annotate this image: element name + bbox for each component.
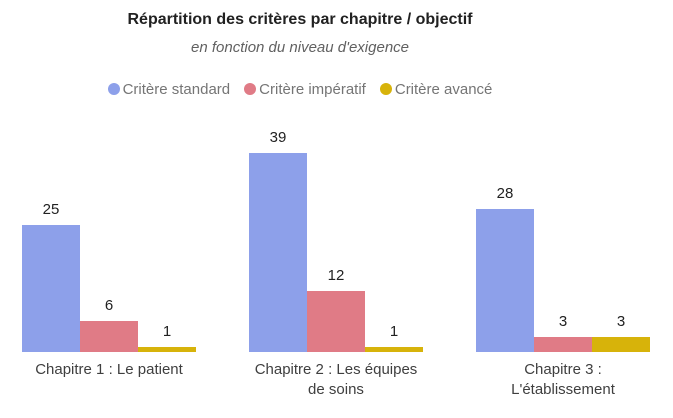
legend-dot-icon	[379, 83, 392, 95]
bar-group: 39 12 1 Chapitre 2 : Les équipes de soins	[249, 96, 423, 398]
bar-value-label: 28	[496, 185, 514, 203]
bars-row: 25 6 1	[22, 96, 196, 352]
plot-area: 25 6 1 Chapitre 1 : Le patient 39 12 1 Chapitre…	[0, 96, 673, 398]
chart-title: Répartition des critères par chapitre / …	[127, 11, 473, 28]
category-label: Chapitre 1 : Le patient	[35, 361, 183, 378]
bars-row: 39 12 1	[249, 96, 423, 352]
legend-dot-icon	[107, 83, 120, 95]
legend-dot-icon	[244, 83, 257, 95]
bar-value-label: 3	[616, 312, 626, 330]
bar	[365, 346, 423, 352]
legend-item: Critère impératif	[244, 81, 366, 98]
bar	[249, 153, 307, 352]
legend-label: Critère standard	[122, 80, 231, 98]
bar-cell: 25	[22, 200, 80, 352]
bars-row: 28 3 3	[476, 96, 650, 352]
bar-value-label: 1	[389, 322, 399, 340]
chart-header: Répartition des critères par chapitre / …	[0, 0, 600, 98]
bar-cell: 1	[365, 323, 423, 352]
category-label: Chapitre 3 : L'établissement	[511, 361, 615, 398]
bar	[592, 336, 650, 352]
legend-label: Critère avancé	[394, 80, 493, 98]
bar	[307, 290, 365, 352]
legend-label: Critère impératif	[259, 80, 366, 98]
bar-value-label: 25	[42, 200, 60, 218]
bar-value-label: 39	[269, 129, 287, 147]
bar-cell: 3	[534, 313, 592, 352]
bar-group: 25 6 1 Chapitre 1 : Le patient	[22, 96, 196, 378]
bar-value-label: 1	[162, 322, 172, 340]
bar	[22, 224, 80, 352]
category-label: Chapitre 2 : Les équipes de soins	[254, 361, 418, 398]
bar-value-label: 3	[558, 312, 568, 330]
bar-value-label: 12	[327, 266, 345, 284]
bar	[476, 209, 534, 352]
bar-cell: 28	[476, 185, 534, 352]
bar-group: 28 3 3 Chapitre 3 : L'établissement	[476, 96, 650, 398]
bar	[80, 321, 138, 352]
bar-value-label: 6	[104, 297, 114, 315]
legend: Critère standard Critère impératif Critère…	[0, 80, 600, 98]
bar-cell: 6	[80, 297, 138, 352]
chart-subtitle: en fonction du niveau d'exigence	[190, 39, 410, 56]
legend-item: Critère standard	[107, 80, 231, 98]
bar	[138, 346, 196, 352]
bar-cell: 1	[138, 323, 196, 352]
bar	[534, 336, 592, 352]
legend-item: Critère avancé	[379, 80, 493, 98]
bar-cell: 39	[249, 129, 307, 352]
bar-cell: 3	[592, 313, 650, 352]
bar-cell: 12	[307, 267, 365, 352]
